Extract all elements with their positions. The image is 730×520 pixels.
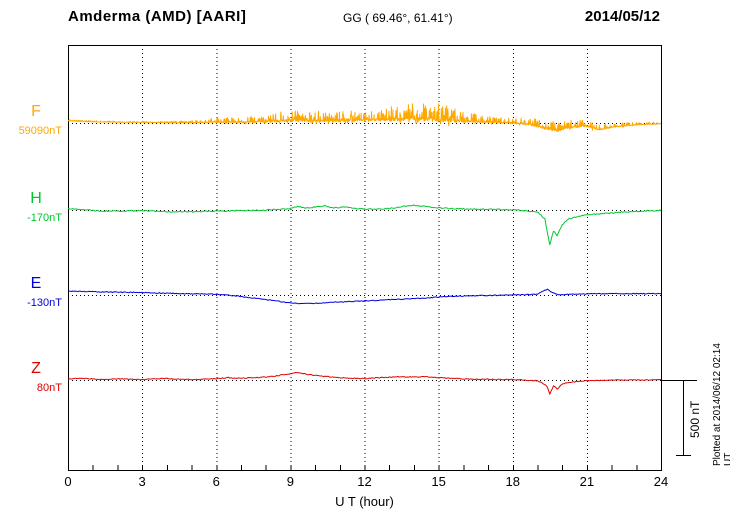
- x-tick-label-12: 12: [357, 474, 372, 489]
- station-title: Amderma (AMD) [AARI]: [68, 8, 247, 25]
- scale-bar-label: 500 nT: [688, 400, 702, 438]
- x-tick-label-18: 18: [505, 474, 520, 489]
- component-baseline-value-F: 59090nT: [18, 125, 62, 137]
- component-baseline-value-E: -130nT: [27, 297, 62, 309]
- plotted-at-note: Plotted at 2014/06/12 02:14 UT: [712, 343, 730, 466]
- component-baseline-value-H: -170nT: [27, 212, 62, 224]
- trace-Z: [68, 372, 661, 395]
- component-letter-F: F: [31, 103, 41, 120]
- trace-F: [68, 103, 661, 132]
- trace-H: [68, 204, 661, 246]
- plot-border: [68, 45, 662, 471]
- x-tick-label-9: 9: [286, 474, 294, 489]
- x-tick-label-6: 6: [212, 474, 220, 489]
- component-letter-Z: Z: [31, 360, 41, 377]
- x-axis-title: U T (hour): [335, 494, 394, 509]
- x-tick-label-15: 15: [431, 474, 446, 489]
- x-tick-label-24: 24: [653, 474, 669, 489]
- x-tick-label-0: 0: [64, 474, 72, 489]
- trace-E: [68, 288, 661, 305]
- component-letter-E: E: [30, 275, 42, 292]
- component-baseline-value-Z: 80nT: [36, 382, 62, 394]
- x-tick-label-21: 21: [579, 474, 595, 489]
- geographic-coordinates: GG ( 69.46°, 61.41°): [343, 11, 453, 25]
- plot-date: 2014/05/12: [584, 8, 660, 25]
- x-tick-label-3: 3: [138, 474, 146, 489]
- component-letter-H: H: [30, 190, 42, 207]
